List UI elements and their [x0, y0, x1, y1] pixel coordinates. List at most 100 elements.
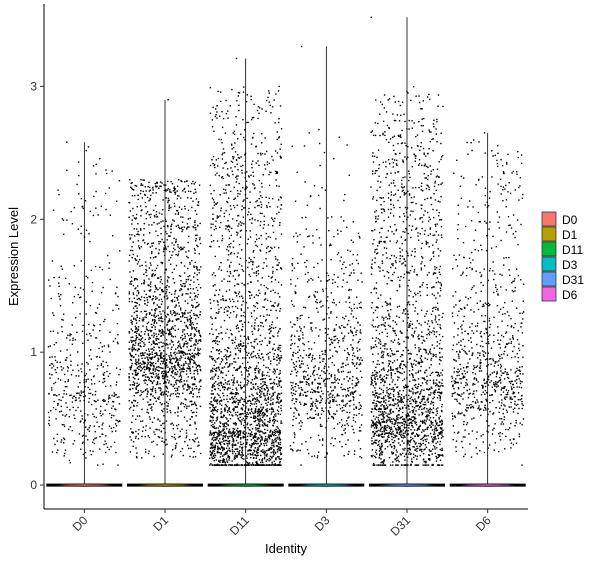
data-point — [254, 420, 256, 423]
data-point — [253, 132, 255, 135]
data-point — [91, 281, 94, 284]
data-point — [210, 403, 212, 406]
data-point — [200, 340, 202, 342]
data-point — [267, 356, 270, 358]
data-point — [58, 285, 60, 288]
data-point — [192, 288, 194, 290]
data-point — [226, 314, 229, 316]
data-point — [280, 447, 282, 449]
data-point — [179, 359, 181, 361]
data-point — [262, 416, 264, 418]
data-point — [217, 375, 220, 378]
data-point — [176, 210, 179, 212]
data-point — [149, 232, 151, 234]
data-point — [259, 315, 262, 317]
data-point — [263, 414, 265, 416]
data-point — [270, 378, 272, 380]
data-point — [272, 371, 274, 373]
data-point — [231, 148, 233, 150]
data-point — [321, 398, 324, 400]
data-point — [247, 361, 249, 363]
data-point — [351, 383, 353, 385]
data-point — [231, 396, 233, 399]
data-point — [214, 439, 216, 441]
data-point — [232, 430, 234, 433]
data-point — [180, 376, 183, 378]
data-point — [227, 259, 229, 261]
data-point — [180, 410, 182, 412]
data-point — [67, 379, 69, 381]
data-point — [179, 430, 181, 433]
data-point — [251, 294, 253, 296]
data-point — [187, 288, 189, 290]
data-point-max — [66, 141, 68, 143]
data-point — [191, 387, 193, 389]
data-point — [265, 110, 267, 112]
data-point — [278, 402, 280, 404]
data-point — [220, 415, 222, 418]
data-point — [277, 346, 279, 349]
data-point — [257, 442, 259, 445]
data-point — [165, 362, 167, 364]
data-point — [258, 420, 260, 423]
data-point — [70, 394, 72, 396]
data-point — [273, 368, 275, 370]
data-point — [223, 443, 226, 445]
data-point — [174, 377, 176, 379]
data-point — [184, 316, 186, 319]
data-point — [235, 292, 237, 294]
data-point — [153, 431, 155, 433]
data-point — [157, 338, 160, 340]
data-point — [217, 377, 219, 380]
data-point — [231, 449, 234, 451]
data-point — [117, 342, 119, 345]
data-point — [228, 435, 230, 438]
data-point — [199, 368, 202, 371]
data-point — [321, 370, 323, 372]
data-point — [189, 361, 191, 364]
data-point — [271, 276, 273, 278]
data-point — [241, 448, 243, 450]
data-point — [177, 295, 180, 297]
data-point — [149, 372, 151, 374]
data-point — [146, 408, 149, 411]
data-point — [179, 378, 182, 381]
data-point — [250, 446, 252, 449]
data-point — [268, 436, 271, 439]
data-point — [276, 401, 278, 403]
data-point — [183, 188, 185, 190]
data-point — [186, 353, 188, 355]
data-point — [174, 300, 176, 302]
data-point — [261, 243, 263, 246]
data-point — [72, 395, 75, 397]
data-point — [279, 155, 282, 157]
data-point — [229, 431, 232, 433]
data-point — [361, 359, 363, 361]
data-point — [60, 265, 62, 267]
data-point — [159, 306, 161, 308]
data-point — [213, 364, 215, 367]
data-point — [198, 332, 201, 334]
data-point — [53, 344, 55, 346]
data-point — [71, 343, 74, 345]
data-point — [279, 401, 281, 403]
data-point — [175, 348, 177, 350]
data-point — [237, 403, 239, 406]
data-point — [160, 261, 162, 264]
data-point — [85, 379, 87, 381]
data-point — [351, 332, 354, 334]
data-point — [214, 446, 216, 448]
data-point — [143, 222, 145, 225]
data-point — [144, 352, 146, 354]
data-point — [241, 449, 244, 451]
data-point — [225, 458, 228, 460]
data-point — [350, 289, 352, 291]
data-point — [194, 347, 196, 349]
data-point — [177, 246, 179, 248]
data-point — [211, 376, 213, 379]
data-point — [262, 461, 264, 464]
data-point — [182, 329, 184, 331]
data-point — [176, 210, 178, 212]
data-point — [210, 351, 212, 353]
data-point — [235, 464, 237, 466]
